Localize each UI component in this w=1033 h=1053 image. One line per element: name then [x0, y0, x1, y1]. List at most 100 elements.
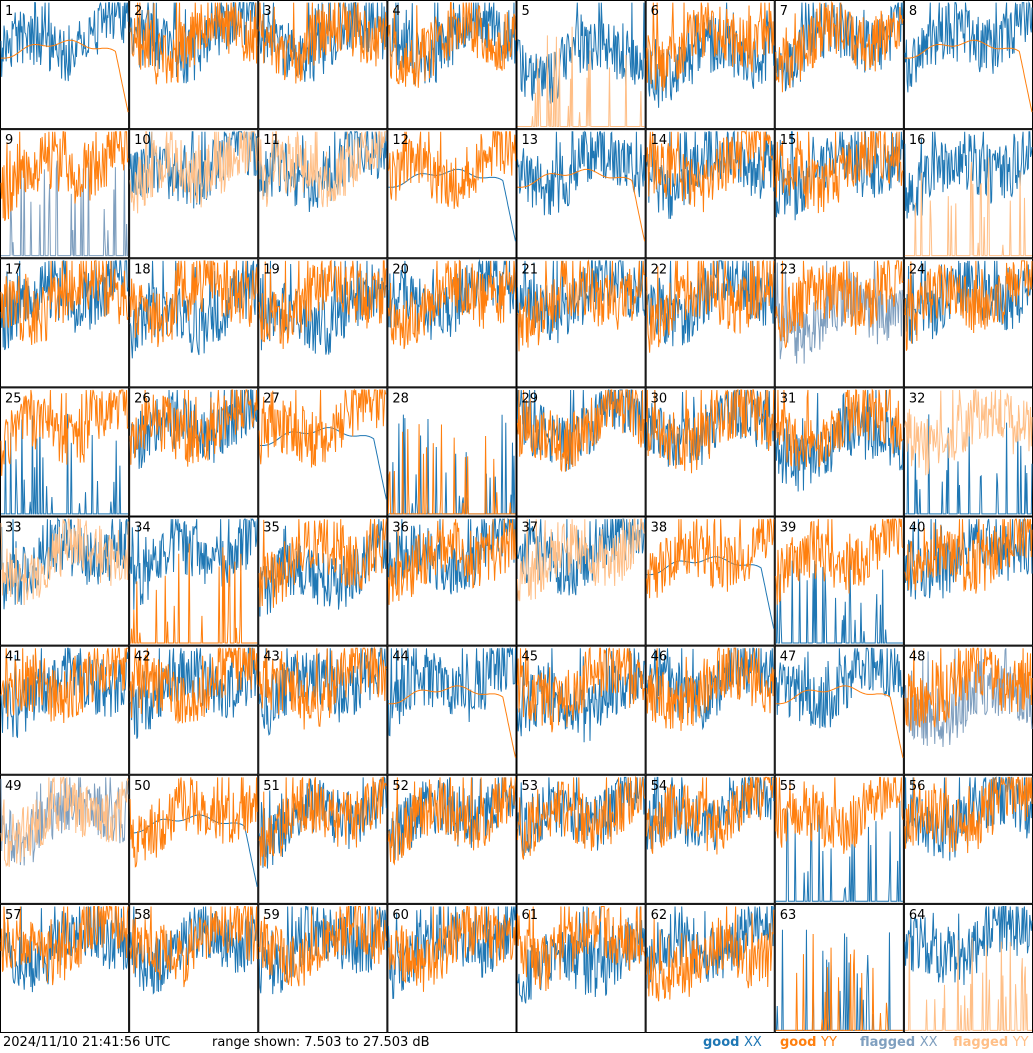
tile-panel-34: 34: [129, 516, 259, 646]
series-yy-line: [387, 424, 516, 515]
tile-number-label: 24: [909, 262, 926, 277]
series-xx-line: [904, 414, 1033, 515]
series-xx-line: [1, 413, 129, 515]
tile-number-label: 57: [5, 908, 22, 923]
series-yy-line: [517, 168, 646, 242]
legend-good-xx-pol: XX: [744, 1035, 762, 1050]
tile-panel-33: 33: [0, 516, 130, 646]
tile-number-label: 40: [909, 521, 926, 536]
series-xx-line: [258, 260, 387, 355]
tile-number-label: 12: [392, 133, 409, 148]
tile-panel-31: 31: [774, 387, 904, 517]
tile-number-label: 9: [5, 133, 13, 148]
tile-panel-21: 21: [516, 258, 646, 388]
series-yy-line: [388, 685, 516, 758]
series-yy-line: [258, 519, 387, 608]
series-yy-line: [646, 389, 775, 474]
tile-panel-3: 3: [258, 0, 388, 130]
series-yy-line: [1, 39, 129, 113]
tile-panel-5: 5: [516, 0, 646, 130]
tile-number-label: 8: [909, 4, 917, 19]
tile-panel-58: 58: [129, 903, 259, 1033]
legend-good-yy-pol: YY: [821, 1035, 837, 1050]
series-xx-line: [259, 427, 387, 500]
series-xx-line: [904, 260, 1033, 344]
tile-number-label: 64: [909, 908, 926, 923]
tile-panel-25: 25: [0, 387, 130, 517]
series-xx-line: [775, 800, 903, 902]
tile-panel-2: 2: [129, 0, 259, 130]
series-yy-line: [0, 647, 129, 724]
series-yy-line: [904, 776, 1033, 854]
series-yy-line: [258, 131, 387, 208]
series-xx-line: [775, 544, 903, 644]
series-yy-line: [129, 647, 258, 724]
tile-panel-37: 37: [516, 516, 646, 646]
series-yy-line: [775, 388, 903, 471]
tile-panel-10: 10: [129, 129, 259, 259]
tile-panel-50: 50: [129, 774, 259, 904]
tile-panel-1: 1: [0, 0, 130, 130]
series-yy-line: [646, 129, 775, 213]
series-yy-line: [517, 389, 645, 473]
footer: 2024/11/10 21:41:56 UTC range shown: 7.5…: [0, 1033, 1033, 1053]
tile-number-label: 47: [780, 650, 797, 665]
legend-flagged-xx-label: flagged: [860, 1035, 916, 1050]
series-yy-line: [130, 543, 258, 644]
tile-panel-48: 48: [903, 645, 1033, 775]
tile-number-label: 19: [263, 262, 280, 277]
tile-number-label: 26: [134, 391, 151, 406]
tile-panel-61: 61: [516, 903, 646, 1033]
tile-panel-45: 45: [516, 645, 646, 775]
series-yy-line: [646, 518, 775, 599]
series-yy-line: [904, 389, 1033, 476]
tile-panel-9: 9: [0, 129, 130, 259]
tile-panel-38: 38: [645, 516, 775, 646]
series-yy-line: [258, 776, 387, 867]
series-yy-line: [904, 647, 1033, 731]
series-yy-line: [646, 259, 775, 353]
series-yy-line: [517, 259, 646, 352]
series-yy-line: [517, 518, 645, 602]
tile-panel-8: 8: [903, 0, 1033, 130]
series-yy-line: [387, 519, 516, 605]
series-xx-line: [775, 131, 904, 221]
tile-panel-22: 22: [645, 258, 775, 388]
series-yy-line: [646, 647, 775, 731]
series-yy-line: [775, 933, 903, 1031]
tile-number-label: 34: [134, 521, 151, 536]
tile-number-label: 4: [392, 4, 400, 19]
tile-panel-36: 36: [387, 516, 517, 646]
tile-panel-24: 24: [903, 258, 1033, 388]
tile-panel-12: 12: [387, 129, 517, 259]
tile-panel-27: 27: [258, 387, 388, 517]
tile-panel-7: 7: [774, 0, 904, 130]
series-yy-line: [0, 389, 129, 476]
tile-number-label: 21: [522, 262, 539, 277]
tile-number-label: 50: [134, 779, 151, 794]
tile-panel-56: 56: [903, 774, 1033, 904]
tile-number-label: 27: [263, 391, 280, 406]
tile-panel-19: 19: [258, 258, 388, 388]
series-yy-line: [129, 389, 258, 467]
tile-number-label: 20: [392, 262, 409, 277]
legend-flagged-yy: flagged YY: [953, 1035, 1029, 1050]
tile-number-label: 58: [134, 908, 151, 923]
series-yy-line: [517, 775, 646, 860]
tile-panel-35: 35: [258, 516, 388, 646]
series-xx-line: [258, 647, 387, 736]
tile-number-label: 10: [134, 133, 151, 148]
legend-flagged-yy-label: flagged: [953, 1035, 1009, 1050]
series-yy-line: [0, 776, 129, 868]
series-yy-line: [775, 685, 904, 758]
series-xx-line: [646, 647, 775, 731]
legend-good-yy-label: good: [780, 1035, 817, 1050]
series-yy-line: [129, 2, 258, 85]
tile-number-label: 32: [909, 391, 926, 406]
tile-panel-51: 51: [258, 774, 388, 904]
tile-panel-41: 41: [0, 645, 130, 775]
tile-number-label: 37: [522, 521, 539, 536]
series-yy-line: [129, 777, 258, 868]
tile-panel-63: 63: [774, 903, 904, 1033]
